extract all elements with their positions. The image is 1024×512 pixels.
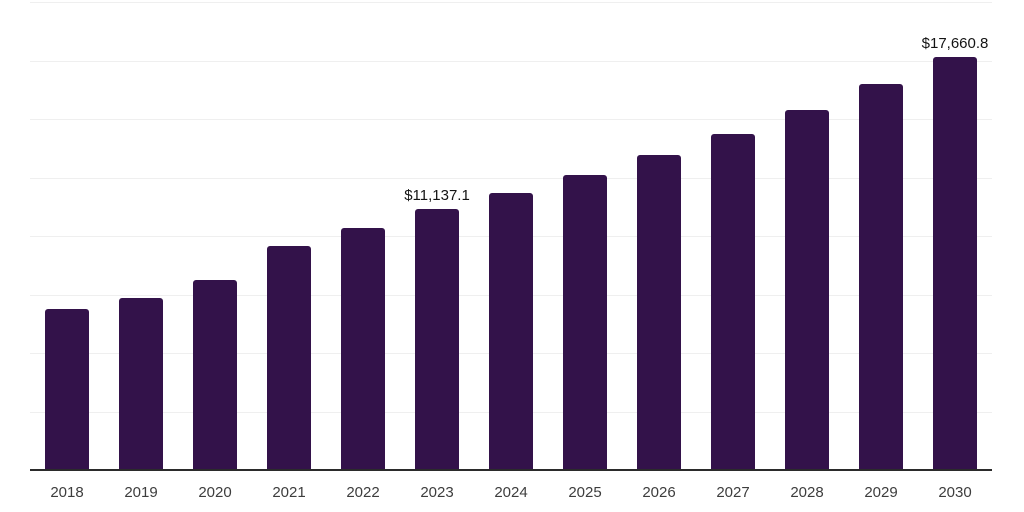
x-tick-2026: 2026	[642, 484, 676, 501]
x-axis-tick-labels: 2018 2019 2020 2021 2022 2023 2024 2025 2026 2027…	[30, 483, 992, 503]
x-tick-2030: 2030	[938, 484, 972, 501]
x-tick-2028: 2028	[790, 484, 824, 501]
bar-2018	[45, 308, 89, 470]
gridline-20000	[30, 2, 992, 3]
x-tick-2024: 2024	[494, 484, 528, 501]
bar-2029	[859, 84, 903, 470]
bar-2027	[711, 133, 755, 470]
x-tick-2019: 2019	[124, 484, 158, 501]
bar-2028	[785, 110, 829, 470]
bar-2024	[489, 192, 533, 470]
bar-2021	[267, 245, 311, 470]
gridline-15000	[30, 119, 992, 120]
bar-value-label-2030: $17,660.8	[921, 34, 989, 52]
bar-2023	[415, 209, 459, 470]
bar-value-label-2023: $11,137.1	[404, 187, 470, 205]
bar-2020	[193, 279, 237, 470]
gridline-17500	[30, 60, 992, 62]
x-tick-2018: 2018	[50, 484, 84, 501]
bar-2030	[933, 56, 977, 470]
gridline-12500	[30, 177, 992, 179]
x-tick-2021: 2021	[272, 484, 306, 501]
bar-2025	[563, 174, 607, 470]
x-tick-2029: 2029	[864, 484, 898, 501]
x-tick-2023: 2023	[420, 484, 454, 501]
x-tick-2022: 2022	[346, 484, 380, 501]
bar-2019	[119, 297, 163, 470]
x-tick-2020: 2020	[198, 484, 232, 501]
x-axis-line	[30, 469, 992, 471]
bar-2026	[637, 155, 681, 470]
x-tick-2025: 2025	[568, 484, 602, 501]
plot-area: $11,137.1 $17,660.8	[30, 2, 992, 470]
bar-2022	[341, 227, 385, 470]
x-tick-2027: 2027	[716, 484, 750, 501]
